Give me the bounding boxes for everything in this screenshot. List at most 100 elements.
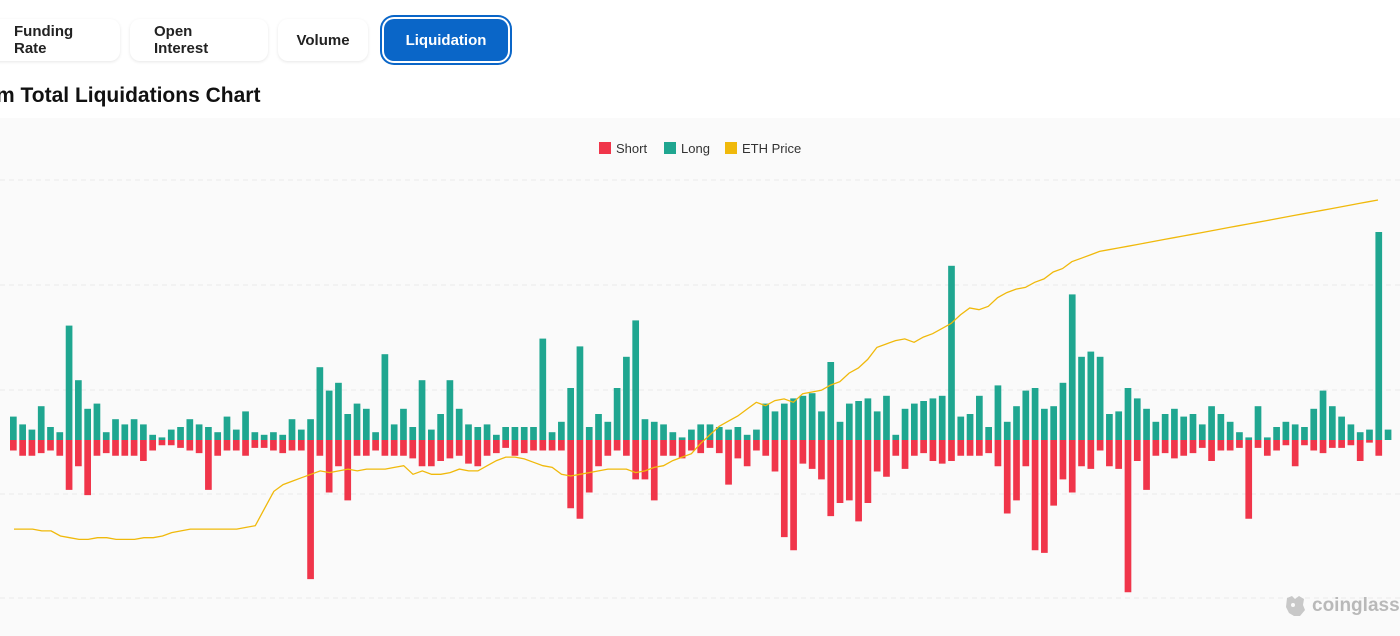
short-bar[interactable] [753,440,760,451]
short-bar[interactable] [1319,440,1327,454]
short-bar[interactable] [920,440,927,454]
long-bar[interactable] [1189,414,1197,440]
long-bar[interactable] [437,414,444,440]
short-bar[interactable] [427,440,435,467]
long-bar[interactable] [270,432,277,440]
short-bar[interactable] [595,440,602,467]
short-bar[interactable] [279,440,287,454]
long-bar[interactable] [938,395,946,440]
long-bar[interactable] [688,429,695,440]
short-bar[interactable] [418,440,426,467]
short-bar[interactable] [28,440,36,456]
long-bar[interactable] [93,403,101,440]
long-bar[interactable] [186,419,194,440]
long-bar[interactable] [465,424,472,440]
long-bar[interactable] [316,367,324,440]
long-bar[interactable] [1059,382,1067,440]
long-bar[interactable] [121,424,129,440]
long-bar[interactable] [920,401,927,440]
long-bar[interactable] [873,411,881,440]
short-bar[interactable] [400,440,407,456]
short-bar[interactable] [1041,440,1048,553]
short-bar[interactable] [641,440,649,480]
long-bar[interactable] [808,393,816,440]
long-bar[interactable] [288,419,296,440]
long-bar[interactable] [892,434,900,440]
long-bar[interactable] [242,411,249,440]
long-bar[interactable] [1050,406,1058,440]
short-bar[interactable] [140,440,147,461]
short-bar[interactable] [344,440,352,501]
long-bar[interactable] [1143,408,1150,440]
short-bar[interactable] [65,440,73,490]
tab-funding-rate[interactable]: Funding Rate [0,19,120,61]
short-bar[interactable] [1013,440,1020,501]
long-bar[interactable] [604,421,612,440]
long-bar[interactable] [362,408,370,440]
short-bar[interactable] [678,440,686,459]
long-bar[interactable] [1319,390,1327,440]
short-bar[interactable] [251,440,259,448]
short-bar[interactable] [112,440,119,456]
long-bar[interactable] [1171,408,1178,440]
short-bar[interactable] [910,440,918,456]
long-bar[interactable] [1375,232,1383,440]
short-bar[interactable] [827,440,835,517]
long-bar[interactable] [864,398,872,440]
short-bar[interactable] [1115,440,1123,469]
long-bar[interactable] [595,414,602,440]
long-bar[interactable] [1282,421,1290,440]
long-bar[interactable] [1208,406,1215,440]
long-bar[interactable] [976,395,983,440]
short-bar[interactable] [799,440,807,464]
short-bar[interactable] [780,440,788,538]
long-bar[interactable] [725,429,732,440]
long-bar[interactable] [576,346,584,440]
long-bar[interactable] [799,395,807,440]
short-bar[interactable] [1180,440,1188,456]
chart-legend[interactable]: Short Long ETH Price [599,141,801,156]
short-bar[interactable] [409,440,417,459]
short-bar[interactable] [1059,440,1067,480]
long-bar[interactable] [297,429,305,440]
long-bar[interactable] [325,390,333,440]
long-bar[interactable] [1226,421,1234,440]
short-bar[interactable] [864,440,872,503]
long-bar[interactable] [1338,416,1345,440]
short-bar[interactable] [669,440,677,456]
short-bar[interactable] [808,440,816,469]
short-bar[interactable] [502,440,509,448]
long-bar[interactable] [130,419,138,440]
short-bar[interactable] [548,440,556,451]
short-bar[interactable] [762,440,770,456]
short-bar[interactable] [1087,440,1095,469]
short-bar[interactable] [121,440,129,456]
short-bar[interactable] [167,440,175,446]
long-bar[interactable] [353,403,361,440]
tab-volume[interactable]: Volume [278,19,368,61]
long-bar[interactable] [75,380,82,440]
short-bar[interactable] [892,440,900,456]
short-bar[interactable] [660,440,667,456]
long-bar[interactable] [102,432,110,440]
short-bar[interactable] [901,440,909,469]
long-bar[interactable] [1133,398,1141,440]
short-bar[interactable] [149,440,157,451]
long-bar[interactable] [381,354,389,440]
short-bar[interactable] [56,440,64,456]
short-bar[interactable] [19,440,26,456]
long-bar[interactable] [205,427,212,440]
short-bar[interactable] [576,440,584,519]
short-bar[interactable] [1003,440,1011,514]
short-bar[interactable] [84,440,91,496]
long-bar[interactable] [613,388,621,440]
long-bar[interactable] [706,424,714,440]
long-bar[interactable] [1366,429,1373,440]
long-bar[interactable] [669,432,677,440]
long-bar[interactable] [511,427,519,440]
long-bar[interactable] [548,432,556,440]
tab-liquidation[interactable]: Liquidation [384,19,508,61]
tab-open-interest[interactable]: Open Interest [130,19,268,61]
long-bar[interactable] [1096,356,1104,440]
long-bar[interactable] [697,424,705,440]
